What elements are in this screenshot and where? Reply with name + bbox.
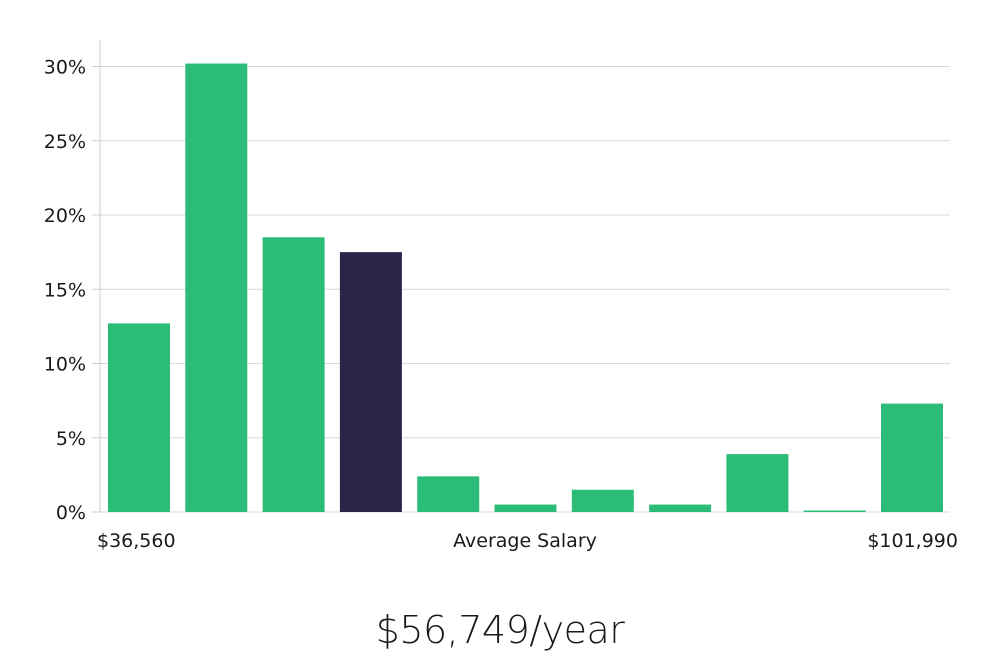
y-tick-labels: 0% 5% 10% 15% 20% 25% 30% — [44, 57, 100, 524]
bar-highlighted — [339, 252, 402, 512]
bars — [108, 63, 943, 512]
bar — [571, 489, 634, 512]
bar — [262, 237, 325, 512]
y-tick-label: 20% — [44, 205, 86, 227]
bar — [726, 454, 789, 512]
salary-histogram-chart: 0% 5% 10% 15% 20% 25% 30% $36,560 Average Sala… — [44, 40, 958, 552]
bar — [185, 63, 248, 512]
bar — [649, 504, 712, 512]
y-tick-label: 10% — [44, 354, 86, 376]
y-tick-label: 0% — [56, 502, 86, 524]
y-tick-label: 30% — [44, 57, 86, 79]
x-max-label: $101,990 — [867, 530, 958, 552]
bar — [803, 510, 866, 512]
x-min-label: $36,560 — [97, 530, 176, 552]
bar — [494, 504, 557, 512]
y-tick-label: 15% — [44, 279, 86, 301]
bar — [881, 403, 943, 512]
y-tick-label: 25% — [44, 131, 86, 153]
bar — [108, 323, 170, 512]
average-salary-value: $56,749/year — [375, 608, 625, 652]
y-tick-label: 5% — [56, 428, 86, 450]
bar — [417, 476, 480, 512]
x-axis-label: Average Salary — [453, 530, 597, 552]
